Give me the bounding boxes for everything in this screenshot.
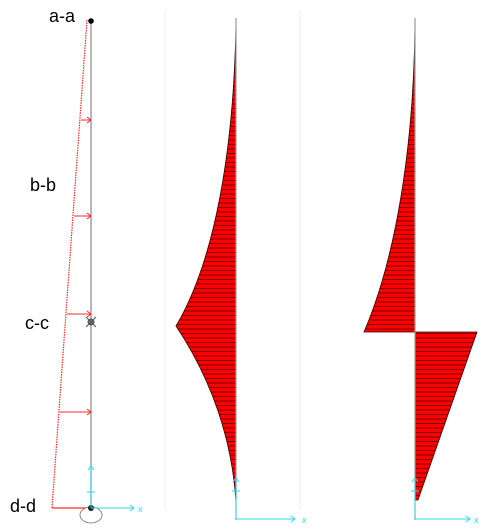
axis-triad-2 [232, 477, 296, 523]
moment-hatch [175, 21, 237, 503]
section-label-b: b-b [30, 175, 57, 195]
load-model-panel: x [51, 10, 166, 524]
section-label-c: c-c [25, 313, 49, 333]
load-profile-line [51, 19, 88, 509]
load-arrowhead [86, 310, 92, 318]
axis-x-label: x [302, 515, 307, 525]
section-label-a: a-a [49, 6, 76, 26]
axis-triad-3 [411, 477, 471, 523]
section-label-d: d-d [10, 496, 37, 516]
load-arrowhead [86, 212, 92, 220]
moment-diagram-panel: x [175, 10, 307, 525]
base-support-icon [79, 505, 103, 524]
load-arrows [60, 116, 92, 416]
shear-diagram-panel: x [363, 18, 479, 525]
shear-hatch-lower [414, 331, 478, 501]
shear-hatch-upper [363, 21, 416, 333]
load-arrowhead [86, 116, 92, 124]
top-node [88, 18, 94, 24]
axis-triad-1 [87, 465, 135, 512]
axis-x-label: x [138, 504, 143, 514]
mid-connection-icon [85, 316, 97, 328]
axis-x-label: x [474, 515, 479, 525]
load-arrowhead [86, 408, 92, 416]
